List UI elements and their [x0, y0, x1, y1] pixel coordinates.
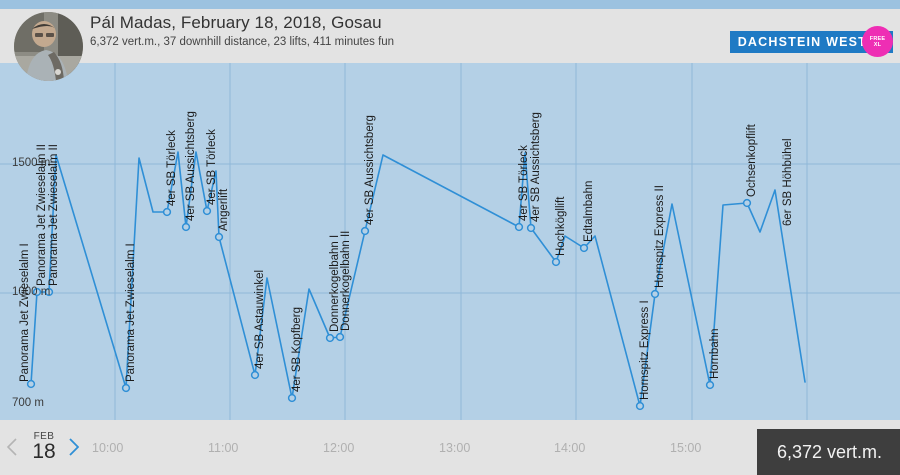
lift-name-label: 4er SB Aussichtsberg	[364, 115, 376, 225]
data-point-marker[interactable]	[742, 198, 752, 208]
lift-name-label: 4er SB Törleck	[518, 145, 530, 221]
chart-canvas	[0, 63, 900, 420]
data-point-marker[interactable]	[121, 383, 131, 393]
vertical-meters-tooltip: 6,372 vert.m.	[756, 429, 900, 475]
data-point-marker[interactable]	[650, 289, 660, 299]
data-point-marker[interactable]	[325, 333, 335, 343]
badge-line-2: XL	[873, 41, 882, 48]
lift-name-label: Panorama Jet Zwieselalm I	[19, 243, 31, 382]
altitude-chart[interactable]: 1500 m 1000 m 700 m Panorama Jet Zwieselal…	[0, 63, 900, 420]
date-month: FEB	[33, 431, 55, 442]
y-axis-tick-label: 1000 m	[12, 286, 51, 298]
data-point-marker[interactable]	[214, 232, 224, 242]
page-title: Pál Madas, February 18, 2018, Gosau	[90, 13, 382, 32]
data-point-marker[interactable]	[335, 332, 345, 342]
top-accent-strip	[0, 0, 900, 9]
altitude-track-line[interactable]	[30, 151, 806, 407]
lift-name-label: 4er SB Aussichtsberg	[530, 112, 542, 222]
chevron-left-icon[interactable]	[3, 437, 21, 461]
data-point-marker[interactable]	[360, 226, 370, 236]
resort-logo-text: DACHSTEIN WEST	[729, 31, 893, 53]
lift-name-label: 4er SB Aussichtsberg	[185, 111, 197, 221]
data-point-marker[interactable]	[526, 223, 536, 233]
header-bar: Pál Madas, February 18, 2018, Gosau 6,37…	[0, 9, 900, 81]
data-point-marker[interactable]	[26, 379, 36, 389]
data-point-marker[interactable]	[705, 380, 715, 390]
user-avatar[interactable]	[14, 12, 83, 81]
tooltip-text: 6,372 vert.m.	[776, 442, 882, 462]
footer-bar: FEB 18 10:0011:0012:0013:0014:0015:0016:…	[0, 420, 900, 475]
time-axis-tick: 12:00	[323, 441, 355, 455]
data-point-marker[interactable]	[579, 243, 589, 253]
data-point-marker[interactable]	[202, 206, 212, 216]
lift-name-label: 6er SB Höhbühel	[782, 138, 794, 226]
time-axis-tick: 11:00	[208, 441, 239, 455]
data-point-marker[interactable]	[250, 370, 260, 380]
data-point-marker[interactable]	[514, 222, 524, 232]
y-axis-tick-label: 1500 m	[12, 157, 51, 169]
lift-name-label: 4er SB Kopfberg	[291, 306, 303, 392]
time-axis-tick: 14:00	[554, 441, 586, 455]
time-axis-tick: 10:00	[92, 441, 124, 455]
data-point-marker[interactable]	[551, 257, 561, 267]
data-point-marker[interactable]	[181, 222, 191, 232]
lift-name-label: Angerlift	[218, 188, 230, 231]
data-point-marker[interactable]	[162, 207, 172, 217]
lift-name-label: 4er SB Astauwinkel	[254, 269, 266, 369]
data-point-marker[interactable]	[32, 287, 42, 297]
lift-name-label: Edtalmbahn	[583, 180, 595, 242]
lift-name-label: Panorama Jet Zwieselalm I	[125, 243, 137, 382]
time-axis-tick: 15:00	[670, 441, 702, 455]
page-subtitle: 6,372 vert.m., 37 downhill distance, 23 …	[90, 36, 395, 48]
data-point-marker[interactable]	[287, 393, 297, 403]
lift-name-label: Panorama Jet Zwieselalm II	[48, 144, 60, 286]
lift-name-label: Hornspitz Express II	[654, 185, 666, 288]
badge-line-1: FREE	[869, 35, 886, 42]
date-day: 18	[32, 440, 56, 463]
resort-logo-badge: FREE XL	[862, 26, 893, 57]
lift-name-label: Hornspitz Express I	[639, 300, 651, 400]
lift-name-label: Hornbahn	[709, 328, 721, 379]
header-text-block: Pál Madas, February 18, 2018, Gosau 6,37…	[90, 12, 394, 50]
date-display[interactable]: FEB 18	[24, 431, 64, 462]
lift-name-label: Donnerkogelbahn II	[340, 230, 352, 331]
data-point-marker[interactable]	[44, 287, 54, 297]
data-point-marker[interactable]	[635, 401, 645, 411]
resort-logo[interactable]: DACHSTEIN WEST FREE XL	[729, 26, 893, 57]
y-axis-tick-label: 700 m	[12, 397, 44, 409]
lift-name-label: Hochkögllift	[555, 196, 567, 256]
time-axis-tick: 13:00	[439, 441, 471, 455]
lift-name-label: 4er SB Törleck	[166, 130, 178, 206]
lift-name-label: Ochsenkopflift	[746, 124, 758, 197]
chevron-right-icon[interactable]	[64, 437, 82, 461]
lift-name-label: Panorama Jet Zwieselalm II	[36, 144, 48, 286]
lift-name-label: 4er SB Törleck	[206, 129, 218, 205]
